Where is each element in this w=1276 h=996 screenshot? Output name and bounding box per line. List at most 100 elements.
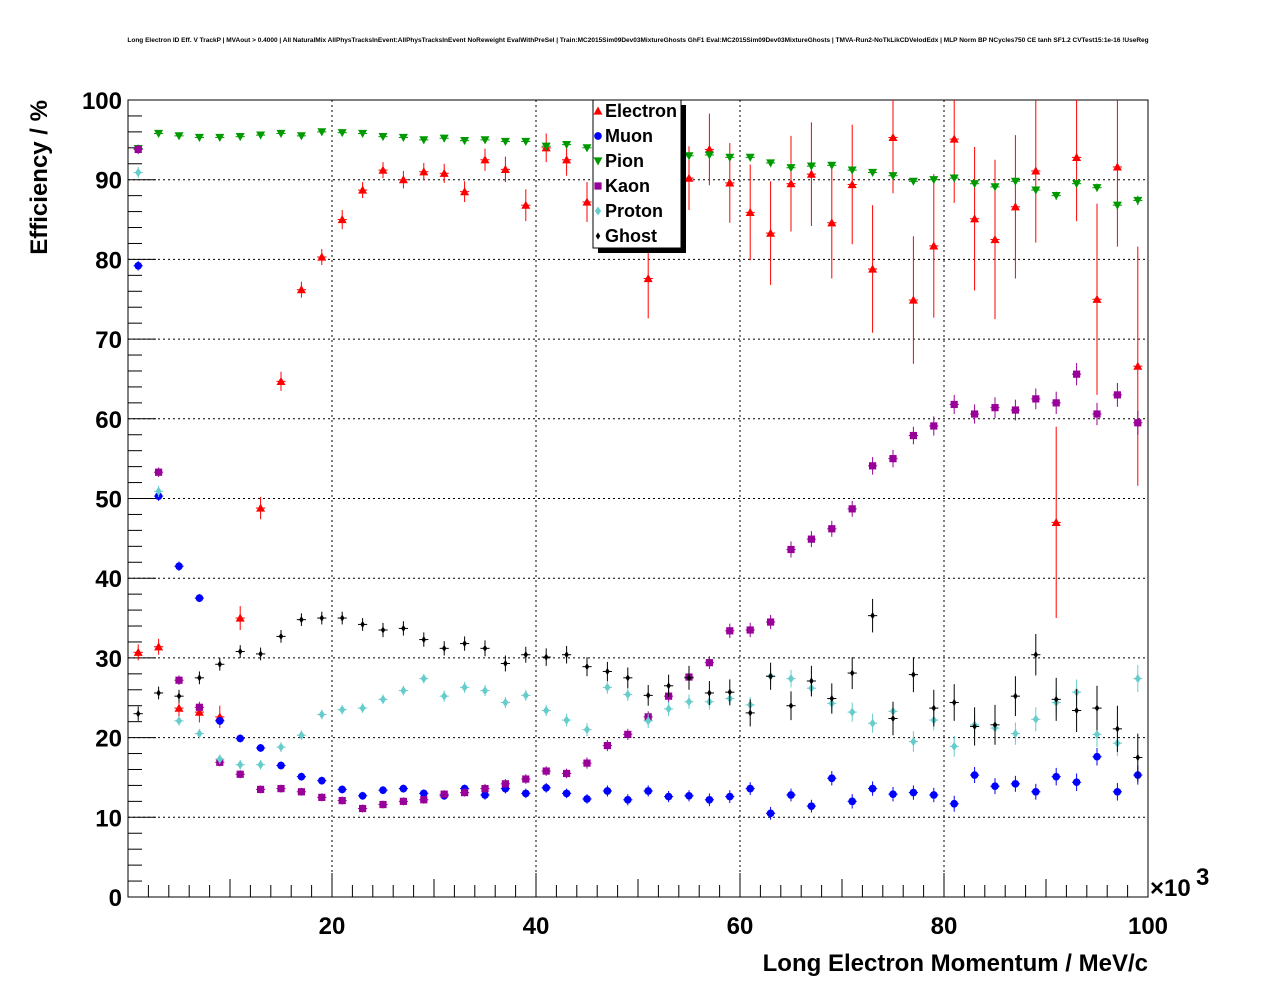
- marker: [929, 241, 939, 250]
- marker: [970, 771, 979, 779]
- marker: [481, 686, 489, 696]
- pion-point: [1092, 183, 1102, 193]
- ghost-point: [276, 630, 286, 643]
- marker: [847, 166, 857, 175]
- electron-point: [154, 638, 164, 655]
- marker: [807, 802, 816, 810]
- marker: [1032, 395, 1040, 403]
- marker: [868, 168, 878, 178]
- marker: [398, 133, 408, 142]
- electron-point: [337, 209, 347, 230]
- muon-point: [786, 788, 796, 802]
- proton-point: [500, 696, 510, 709]
- marker: [787, 674, 795, 684]
- marker: [951, 741, 958, 751]
- electron-point: [766, 181, 776, 285]
- proton-point: [358, 703, 368, 713]
- marker: [1051, 192, 1061, 201]
- marker: [337, 215, 347, 224]
- marker: [154, 642, 164, 651]
- marker: [481, 791, 489, 799]
- pion-point: [827, 161, 837, 170]
- pion-point: [1072, 179, 1082, 189]
- ghost-point: [378, 622, 388, 638]
- marker: [1033, 651, 1039, 659]
- marker: [727, 688, 733, 696]
- marker: [1032, 714, 1039, 724]
- proton-point: [194, 728, 204, 739]
- kaon-point: [949, 394, 959, 415]
- marker: [379, 786, 387, 795]
- marker: [276, 129, 286, 138]
- pion-point: [398, 133, 408, 142]
- ghost-point: [582, 657, 592, 677]
- y-tick-label: 0: [109, 885, 122, 912]
- ghost-point: [847, 657, 857, 689]
- muon-point: [929, 787, 939, 803]
- marker: [930, 422, 938, 430]
- marker: [256, 131, 266, 140]
- proton-point: [296, 730, 306, 740]
- marker: [379, 694, 387, 704]
- marker: [909, 431, 917, 440]
- proton-point: [154, 485, 164, 497]
- x-multiplier-exponent: 3: [1196, 864, 1209, 891]
- marker: [461, 682, 468, 692]
- electron-point: [398, 170, 408, 189]
- marker: [685, 697, 693, 707]
- kaon-point: [500, 779, 510, 789]
- legend-label: Pion: [605, 151, 644, 171]
- marker: [196, 729, 203, 739]
- marker: [870, 612, 875, 620]
- kaon-point: [480, 783, 490, 794]
- muon-point: [1072, 773, 1082, 791]
- marker: [705, 795, 714, 804]
- muon-point: [235, 734, 245, 743]
- marker: [154, 129, 164, 138]
- marker: [1010, 202, 1020, 211]
- marker: [562, 141, 572, 150]
- marker: [500, 137, 510, 146]
- proton-point: [378, 694, 388, 705]
- kaon-point: [827, 520, 837, 537]
- marker: [888, 132, 898, 142]
- marker: [236, 734, 245, 743]
- marker: [1031, 186, 1041, 195]
- marker: [337, 129, 347, 138]
- marker: [563, 769, 571, 778]
- marker: [235, 613, 245, 622]
- marker: [848, 505, 856, 513]
- pion-point: [949, 174, 959, 183]
- electron-point: [745, 164, 755, 261]
- ghost-point: [419, 632, 429, 647]
- marker: [725, 792, 734, 801]
- pion-point: [1010, 177, 1020, 186]
- electron-point: [786, 135, 796, 232]
- marker: [705, 659, 713, 667]
- marker: [889, 455, 897, 463]
- muon-point: [888, 787, 898, 802]
- marker: [398, 175, 408, 184]
- kaon-point: [154, 467, 164, 477]
- marker: [603, 787, 612, 795]
- marker: [215, 717, 224, 725]
- pion-point: [806, 162, 816, 171]
- electron-point: [378, 162, 388, 179]
- y-tick-label: 80: [95, 247, 122, 274]
- legend-entry-kaon: Kaon: [594, 176, 650, 196]
- marker: [1115, 725, 1120, 733]
- muon-point: [133, 260, 143, 271]
- x-tick-label: 60: [727, 913, 754, 940]
- proton-point: [439, 690, 449, 702]
- marker: [278, 632, 284, 640]
- marker: [194, 707, 204, 716]
- ghost-point: [888, 701, 898, 736]
- legend-label: Electron: [605, 101, 677, 121]
- kaon-point: [929, 416, 939, 436]
- marker: [827, 774, 836, 783]
- marker: [358, 791, 367, 800]
- kaon-point: [419, 795, 429, 804]
- muon-point: [602, 785, 612, 797]
- marker: [298, 730, 305, 740]
